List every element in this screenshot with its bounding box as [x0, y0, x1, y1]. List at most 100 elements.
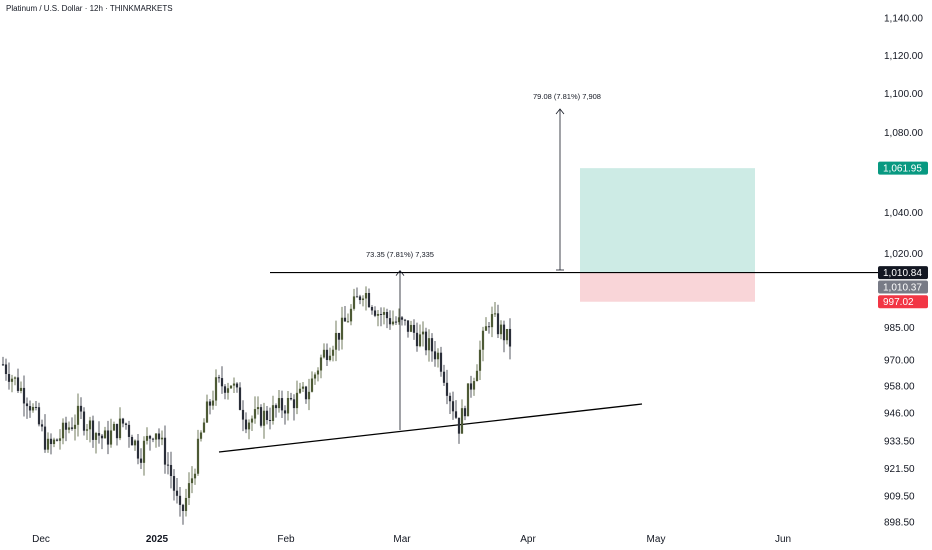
last-price-tag-text: 1,010.37	[883, 283, 922, 294]
candle-body	[274, 405, 278, 409]
time-axis-label: Feb	[277, 534, 295, 545]
candle-body	[319, 357, 323, 371]
candle-body	[184, 497, 188, 512]
candle-body	[379, 313, 383, 315]
target-price-tag	[878, 161, 928, 175]
candle-body	[433, 351, 437, 360]
time-axis-label: May	[647, 534, 666, 545]
time-axis-label: Dec	[32, 534, 50, 545]
candle-body	[202, 422, 206, 433]
candle-body	[112, 423, 116, 431]
candle-body	[91, 420, 95, 440]
price-axis-label: 909.50	[884, 492, 915, 503]
candle-body	[406, 320, 410, 332]
candle-body	[28, 406, 32, 411]
candle-body	[16, 377, 20, 391]
candle-body	[127, 424, 131, 437]
candle-body	[34, 406, 38, 408]
candle-body	[346, 321, 350, 323]
candle-body	[337, 332, 341, 340]
candle-body	[358, 296, 362, 301]
candle-body	[313, 374, 317, 379]
candle-body	[268, 419, 272, 421]
candle-body	[187, 483, 191, 498]
candle-body	[67, 427, 71, 430]
candle-body	[427, 338, 431, 351]
candle-body	[61, 422, 65, 439]
pattern-height-arrow-icon	[395, 269, 405, 276]
candle-body	[415, 332, 419, 347]
candle-body	[1, 364, 5, 366]
candle-body	[88, 420, 92, 430]
candle-body	[307, 391, 311, 400]
candle-body	[148, 435, 152, 439]
candle-body	[475, 370, 479, 382]
candle-body	[211, 400, 215, 406]
chart-title: Platinum / U.S. Dollar · 12h · THINKMARK…	[6, 4, 173, 13]
price-axis-label: 1,140.00	[884, 14, 923, 25]
candle-body	[457, 417, 461, 434]
candle-body	[7, 374, 11, 382]
candle-body	[508, 328, 512, 347]
candle-body	[82, 411, 86, 431]
candle-body	[292, 399, 296, 409]
price-axis-label: 985.00	[884, 323, 915, 334]
candle-body	[328, 355, 332, 361]
candle-body	[94, 433, 98, 440]
candle-body	[85, 429, 89, 431]
candle-body	[265, 410, 269, 420]
candle-body	[469, 383, 473, 390]
price-axis-label: 1,080.00	[884, 128, 923, 139]
candle-body	[391, 321, 395, 325]
candle-body	[118, 418, 122, 439]
candle-body	[382, 312, 386, 315]
candle-body	[463, 408, 467, 417]
candle-body	[340, 317, 344, 340]
candle-body	[301, 386, 305, 389]
candle-body	[418, 334, 422, 347]
candle-body	[481, 330, 485, 350]
candle-body	[325, 349, 329, 361]
candle-body	[49, 438, 53, 445]
candle-body	[298, 388, 302, 393]
candle-body	[181, 504, 185, 512]
stop-price-tag	[878, 295, 928, 309]
candle-body	[172, 476, 176, 491]
candle-body	[376, 313, 380, 316]
price-axis-label: 970.00	[884, 355, 915, 366]
candle-body	[505, 328, 509, 341]
support-trendline	[218, 403, 643, 453]
candle-body	[250, 418, 254, 423]
candle-body	[25, 403, 29, 407]
projection-arrow-icon	[555, 108, 565, 115]
candle-body	[343, 317, 347, 322]
candle-body	[208, 401, 212, 406]
candle-body	[271, 405, 275, 421]
candle-body	[472, 381, 476, 390]
candle-body	[283, 410, 287, 414]
target-price-tag-text: 1,061.95	[883, 164, 922, 175]
candle-body	[388, 318, 392, 325]
price-axis-label: 958.00	[884, 382, 915, 393]
candle-body	[241, 409, 245, 420]
time-axis-label: Mar	[393, 534, 411, 545]
candle-body	[223, 386, 227, 393]
price-axis-label: 898.50	[884, 518, 915, 529]
candle-body	[157, 433, 161, 440]
candle-body	[334, 332, 338, 350]
candle-body	[199, 432, 203, 439]
candle-body	[133, 440, 137, 446]
candle-body	[136, 440, 140, 459]
candle-body	[355, 296, 359, 298]
candle-body	[31, 406, 35, 411]
candle-body	[454, 411, 458, 418]
last-price-tag	[878, 280, 928, 294]
candle-body	[253, 409, 257, 419]
candle-body	[232, 383, 236, 386]
pattern-height-label: 73.35 (7.81%) 7,335	[366, 250, 434, 259]
candle-body	[154, 433, 158, 440]
candle-body	[70, 427, 74, 429]
candle-body	[316, 370, 320, 375]
candle-body	[217, 377, 221, 379]
